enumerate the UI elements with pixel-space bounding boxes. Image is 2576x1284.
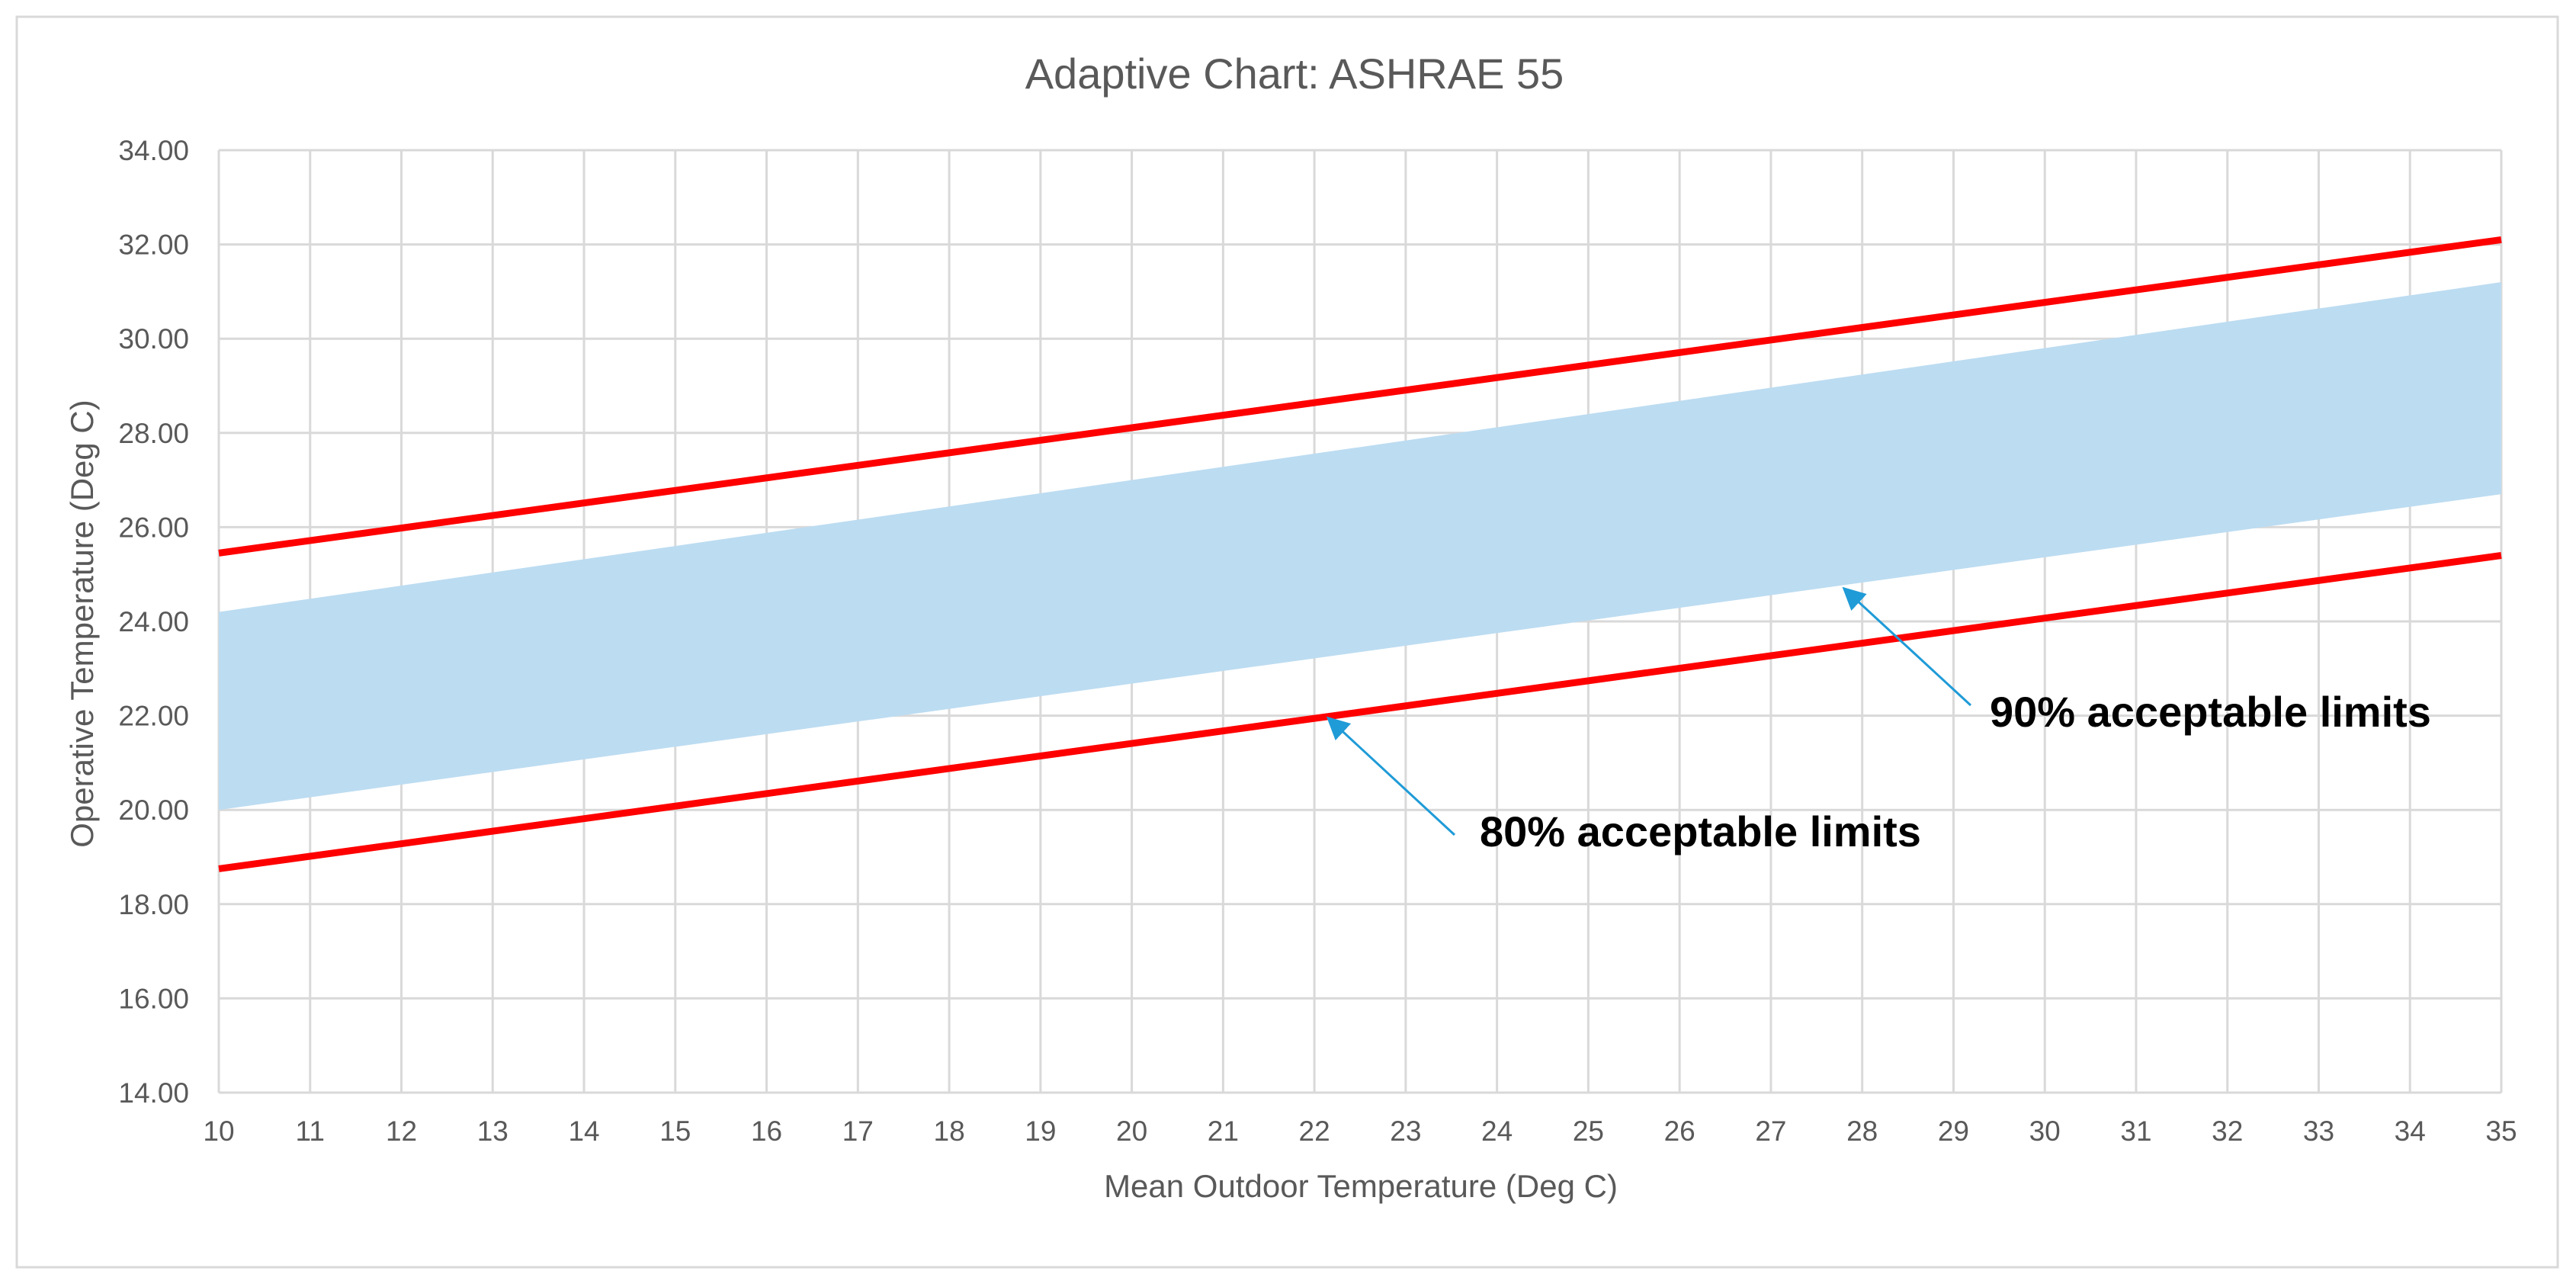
y-tick-label: 26.00 bbox=[118, 512, 189, 543]
y-tick-label: 14.00 bbox=[118, 1077, 189, 1109]
y-tick-label: 22.00 bbox=[118, 701, 189, 732]
x-tick-label: 20 bbox=[1116, 1115, 1147, 1147]
x-tick-label: 23 bbox=[1390, 1115, 1421, 1147]
y-tick-label: 32.00 bbox=[118, 230, 189, 261]
y-axis-label: Operative Temperature (Deg C) bbox=[64, 400, 100, 847]
x-tick-label: 21 bbox=[1208, 1115, 1239, 1147]
annotation-label: 90% acceptable limits bbox=[1990, 688, 2431, 736]
x-tick-label: 11 bbox=[296, 1115, 325, 1147]
annotation-arrow bbox=[1326, 716, 1456, 836]
x-tick-label: 18 bbox=[934, 1115, 965, 1147]
x-tick-label: 24 bbox=[1481, 1115, 1513, 1147]
annotation-arrow bbox=[1842, 586, 1972, 707]
x-axis-label: Mean Outdoor Temperature (Deg C) bbox=[1104, 1168, 1618, 1204]
limit-lines-80 bbox=[218, 236, 2502, 872]
y-tick-label: 24.00 bbox=[118, 606, 189, 637]
x-tick-label: 27 bbox=[1755, 1115, 1786, 1147]
y-tick-label: 16.00 bbox=[118, 983, 189, 1014]
x-tick-label: 28 bbox=[1846, 1115, 1878, 1147]
x-tick-label: 16 bbox=[751, 1115, 782, 1147]
band-area bbox=[219, 282, 2501, 811]
x-tick-label: 15 bbox=[659, 1115, 691, 1147]
chart-title: Adaptive Chart: ASHRAE 55 bbox=[1025, 50, 1564, 98]
y-tick-label: 18.00 bbox=[118, 889, 189, 920]
x-tick-label: 19 bbox=[1025, 1115, 1056, 1147]
x-tick-label: 34 bbox=[2395, 1115, 2426, 1147]
limit-line bbox=[218, 552, 2502, 872]
x-tick-label: 31 bbox=[2120, 1115, 2151, 1147]
y-tick-label: 30.00 bbox=[118, 323, 189, 355]
y-tick-labels: 14.00 16.00 18.00 20.00 22.00 24.00 26.00 28.00… bbox=[118, 135, 189, 1109]
x-tick-label: 26 bbox=[1664, 1115, 1695, 1147]
x-tick-label: 35 bbox=[2485, 1115, 2517, 1147]
x-tick-label: 33 bbox=[2303, 1115, 2334, 1147]
x-tick-label: 29 bbox=[1938, 1115, 1969, 1147]
y-tick-label: 28.00 bbox=[118, 418, 189, 449]
y-tick-label: 34.00 bbox=[118, 135, 189, 166]
x-tick-label: 22 bbox=[1299, 1115, 1330, 1147]
x-tick-label: 13 bbox=[477, 1115, 508, 1147]
x-tick-label: 30 bbox=[2029, 1115, 2061, 1147]
x-tick-label: 14 bbox=[568, 1115, 599, 1147]
x-tick-labels: 10 11 12 13 14 15 16 17 18 19 20 21 22 23 24 25 26 27 28 29… bbox=[203, 1115, 2517, 1147]
annotation-label: 80% acceptable limits bbox=[1480, 807, 1921, 855]
x-tick-label: 25 bbox=[1573, 1115, 1604, 1147]
limit-line bbox=[218, 236, 2502, 557]
comfort-band-90 bbox=[219, 282, 2501, 811]
y-tick-label: 20.00 bbox=[118, 794, 189, 826]
annotations: 90% acceptable limits 80% acceptable limi… bbox=[1326, 586, 2431, 855]
x-tick-label: 10 bbox=[203, 1115, 234, 1147]
x-tick-label: 17 bbox=[842, 1115, 874, 1147]
x-tick-label: 32 bbox=[2212, 1115, 2243, 1147]
x-tick-label: 12 bbox=[386, 1115, 417, 1147]
